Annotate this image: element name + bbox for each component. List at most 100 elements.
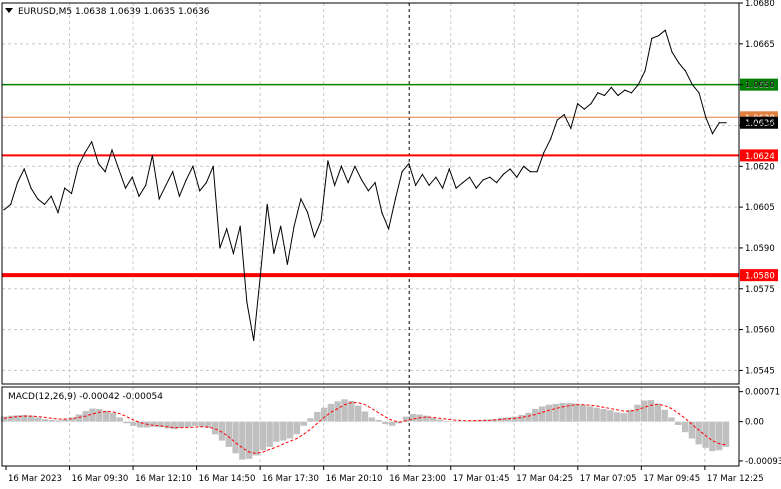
y-tick-label: 1.0545: [745, 366, 775, 376]
price-point: [455, 187, 457, 189]
macd-bar: [334, 401, 341, 422]
macd-bar: [661, 409, 668, 422]
macd-bar: [164, 421, 171, 429]
price-point: [84, 152, 86, 154]
price-point: [664, 29, 666, 31]
x-tick-label: 16 Mar 20:10: [326, 474, 383, 484]
price-point: [367, 190, 369, 192]
price-point: [448, 168, 450, 170]
price-point: [516, 176, 518, 178]
macd-bar: [641, 400, 648, 422]
macd-bar: [525, 412, 532, 422]
price-point: [185, 179, 187, 181]
level-label-text: 1.0650: [745, 81, 775, 91]
macd-bar: [566, 403, 573, 422]
price-header-text: EURUSD,M5 1.0638 1.0639 1.0635 1.0636: [18, 7, 210, 17]
macd-bar: [75, 414, 83, 422]
price-point: [16, 182, 19, 184]
macd-bar: [320, 407, 328, 422]
y-tick-label: 1.0680: [745, 0, 775, 9]
macd-bar: [150, 421, 157, 427]
macd-bar: [327, 403, 335, 422]
price-point: [104, 171, 106, 173]
macd-bar: [423, 415, 430, 422]
macd-bar: [184, 421, 192, 428]
macd-bar: [7, 415, 14, 422]
level-label-box: [740, 149, 778, 162]
price-point: [205, 182, 207, 184]
macd-bar: [368, 417, 375, 422]
dropdown-triangle-icon: [5, 8, 13, 13]
price-point: [266, 203, 268, 205]
macd-bar: [266, 421, 273, 447]
macd-bar: [62, 419, 69, 422]
level-label-box: [740, 269, 778, 282]
y-tick-label: 1.0650: [745, 81, 775, 91]
price-point: [361, 179, 363, 181]
macd-bar: [518, 414, 525, 422]
price-point: [442, 187, 444, 189]
macd-bar: [695, 421, 702, 445]
macd-bar: [157, 421, 164, 428]
macd-bar: [429, 417, 437, 422]
price-point: [401, 171, 403, 173]
macd-bar: [239, 421, 246, 460]
macd-bar: [436, 419, 444, 422]
price-point: [77, 165, 79, 167]
price-point: [43, 203, 46, 205]
price-point: [30, 187, 32, 189]
x-tick-label: 17 Mar 07:05: [580, 474, 637, 484]
macd-bar: [613, 412, 621, 422]
price-point: [684, 70, 687, 72]
macd-bar: [109, 412, 117, 422]
level-label-text: 1.0636: [745, 119, 775, 129]
macd-bar: [572, 403, 580, 422]
price-point: [482, 179, 484, 181]
macd-bar: [0, 416, 8, 422]
price-point: [597, 92, 599, 94]
macd-bar: [348, 400, 355, 422]
price-point: [374, 182, 376, 184]
macd-bar: [137, 421, 144, 428]
price-point: [124, 187, 127, 189]
macd-signal-line: [3, 402, 727, 454]
macd-bar: [593, 407, 600, 422]
macd-bar: [620, 413, 627, 422]
price-point: [489, 176, 491, 178]
macd-bar: [68, 417, 76, 422]
price-point: [293, 225, 295, 227]
price-point: [111, 149, 113, 151]
macd-bar: [709, 421, 716, 452]
level-label-box: [740, 116, 778, 129]
macd-bar: [675, 421, 682, 425]
macd-bar: [314, 411, 321, 422]
price-series: [3, 29, 727, 342]
macd-bar: [293, 421, 301, 435]
price-point: [711, 133, 714, 135]
price-point: [340, 165, 342, 167]
price-point: [334, 184, 336, 186]
macd-bar: [55, 420, 62, 422]
macd-bar: [634, 404, 641, 422]
macd-bar: [361, 411, 369, 422]
price-point: [529, 171, 531, 173]
macd-bar: [579, 404, 587, 422]
grid-layer: [2, 2, 739, 466]
y-tick-label: 1.0575: [745, 285, 775, 295]
price-point: [725, 122, 727, 124]
price-panel-frame: [1, 2, 740, 385]
macd-bar: [252, 421, 260, 456]
price-point: [543, 152, 545, 154]
x-tick-label: 16 Mar 23:00: [389, 474, 446, 484]
price-point: [408, 163, 410, 165]
x-tick-label: 17 Mar 04:25: [516, 474, 573, 484]
macd-bar: [552, 403, 559, 422]
price-point: [394, 198, 396, 200]
macd-bar: [259, 421, 266, 451]
macd-bar: [504, 417, 512, 422]
macd-bar: [130, 421, 137, 426]
x-tick-label: 16 Mar 17:30: [262, 474, 319, 484]
macd-bar: [21, 414, 28, 422]
y-tick-label: 1.0560: [745, 326, 775, 336]
price-point: [151, 154, 153, 156]
